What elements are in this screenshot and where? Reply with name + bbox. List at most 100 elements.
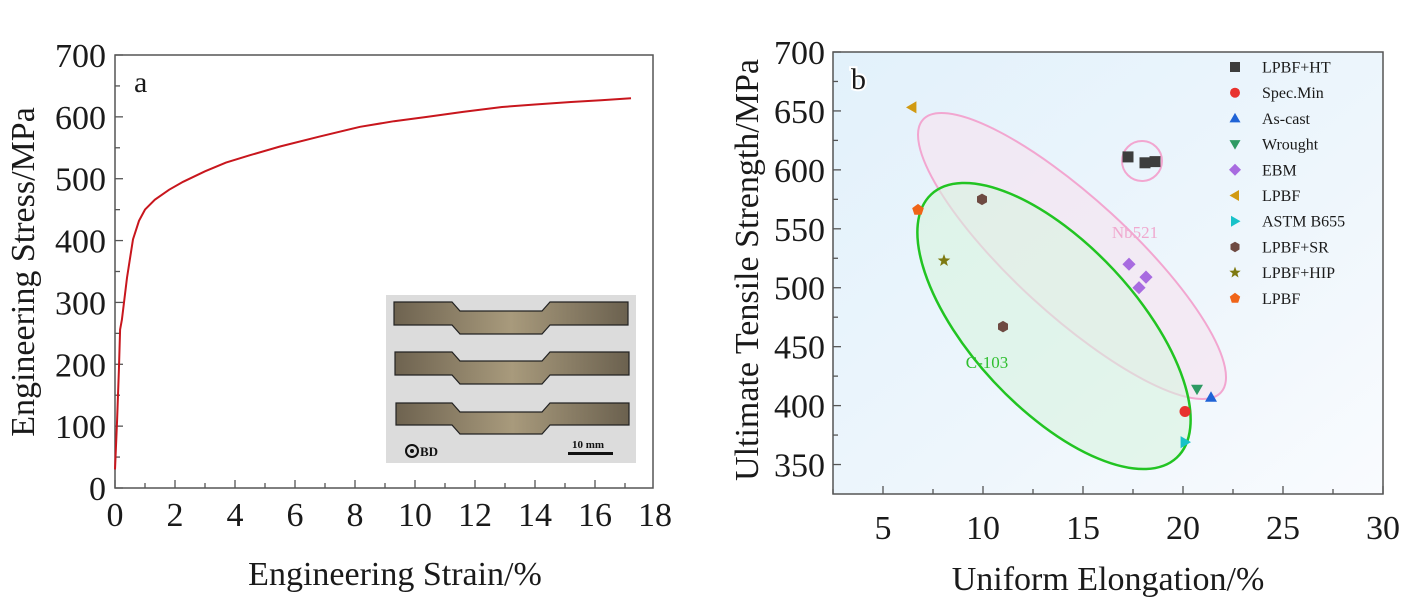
y-tick-label: 550 <box>774 212 825 249</box>
x-tick-label: 15 <box>1066 510 1100 547</box>
scatter-points <box>906 101 1217 449</box>
data-point <box>977 193 987 206</box>
legend-marker <box>1229 112 1241 123</box>
y-tick-label: 500 <box>55 162 106 199</box>
legend-label: LPBF+HIP <box>1262 265 1335 282</box>
data-point <box>1139 270 1153 284</box>
x-axis-title-a: Engineering Strain/% <box>248 556 542 593</box>
data-point <box>937 254 951 266</box>
tick-labels-a: 0 2 4 6 8 10 12 14 16 18 0 100 200 300 400 500 600 700 <box>55 38 672 534</box>
data-point <box>912 203 924 215</box>
y-tick-label: 200 <box>55 347 106 384</box>
panel-label-a: a <box>134 66 147 99</box>
legend-item: LPBF+HIP <box>1229 265 1335 282</box>
x-tick-label: 14 <box>518 497 552 534</box>
specimen <box>393 301 629 335</box>
x-tick-label: 0 <box>107 497 124 534</box>
legend-marker <box>1230 62 1240 72</box>
legend-item: LPBF+SR <box>1230 239 1329 256</box>
scale-bar <box>568 452 613 455</box>
legend-marker <box>1229 190 1239 201</box>
data-point <box>1132 281 1146 295</box>
specimen-photo-inset: BD 10 mm <box>386 295 636 463</box>
y-tick-label: 600 <box>774 153 825 190</box>
x-tick-label: 6 <box>287 497 304 534</box>
x-tick-label: 25 <box>1266 510 1300 547</box>
legend-label: ASTM B655 <box>1262 214 1345 231</box>
legend-item: As-cast <box>1229 111 1311 128</box>
x-tick-label: 18 <box>638 497 672 534</box>
panel-b: 5 10 15 20 25 30 350 400 450 500 550 600 650 700 Nb52… <box>729 35 1400 598</box>
build-direction-icon <box>405 444 419 458</box>
scale-bar-label: 10 mm <box>572 439 604 451</box>
y-axis-title-a: Engineering Stress/MPa <box>5 107 42 437</box>
y-tick-label: 650 <box>774 94 825 131</box>
tick-labels-b: 5 10 15 20 25 30 350 400 450 500 550 600 650 700 <box>774 35 1400 547</box>
region-labels: Nb521 C-103 <box>966 223 1158 372</box>
data-point <box>1122 257 1136 271</box>
y-tick-label: 300 <box>55 285 106 322</box>
legend-marker <box>1230 241 1240 253</box>
legend-marker <box>1229 292 1241 303</box>
legend-marker <box>1229 140 1241 150</box>
legend-item: LPBF <box>1229 291 1300 308</box>
region-label: Nb521 <box>1112 223 1158 242</box>
legend: LPBF+HT Spec.Min As-cast Wrought EBM LPBF ASTM… <box>1229 60 1345 308</box>
data-point <box>998 320 1008 333</box>
specimen <box>394 351 630 385</box>
y-tick-label: 500 <box>774 271 825 308</box>
data-point <box>1180 436 1191 449</box>
data-point <box>1205 391 1217 402</box>
x-tick-label: 5 <box>875 510 892 547</box>
x-tick-label: 16 <box>578 497 612 534</box>
y-tick-label: 100 <box>55 409 106 446</box>
legend-label: Wrought <box>1262 137 1319 154</box>
nb521-ht-region-circle <box>1121 140 1163 182</box>
legend-item: LPBF <box>1229 188 1300 205</box>
x-tick-label: 8 <box>347 497 364 534</box>
legend-item: EBM <box>1229 162 1297 179</box>
legend-label: LPBF <box>1262 188 1300 205</box>
legend-label: As-cast <box>1262 111 1311 128</box>
legend-label: LPBF+HT <box>1262 60 1331 77</box>
legend-label: EBM <box>1262 162 1297 179</box>
legend-marker <box>1230 87 1240 98</box>
region-label: C-103 <box>966 353 1009 372</box>
y-tick-label: 350 <box>774 448 825 485</box>
x-tick-label: 30 <box>1366 510 1400 547</box>
c103-region-ellipse <box>916 181 1192 471</box>
legend-marker <box>1229 163 1241 176</box>
specimen <box>395 402 630 435</box>
y-tick-label: 400 <box>774 389 825 426</box>
x-tick-label: 20 <box>1166 510 1200 547</box>
legend-item: Wrought <box>1229 137 1319 154</box>
legend-marker <box>1229 266 1241 278</box>
x-tick-label: 4 <box>227 497 244 534</box>
x-tick-label: 2 <box>167 497 184 534</box>
data-point <box>1122 151 1134 163</box>
y-tick-label: 400 <box>55 224 106 261</box>
legend-marker <box>1231 215 1241 227</box>
legend-label: Spec.Min <box>1262 85 1324 102</box>
legend-item: ASTM B655 <box>1231 214 1345 231</box>
y-tick-label: 700 <box>774 35 825 72</box>
x-tick-label: 10 <box>398 497 432 534</box>
panel-label-b: b <box>851 63 866 96</box>
data-point <box>1191 384 1203 396</box>
x-axis-title-b: Uniform Elongation/% <box>952 561 1265 598</box>
x-tick-label: 12 <box>458 497 492 534</box>
legend-label: LPBF <box>1262 291 1300 308</box>
build-direction-label: BD <box>420 444 438 459</box>
stress-strain-curve <box>114 97 632 470</box>
data-point <box>906 101 917 114</box>
data-point <box>1139 157 1151 169</box>
y-tick-label: 600 <box>55 100 106 137</box>
legend-label: LPBF+SR <box>1262 239 1329 256</box>
y-tick-label: 700 <box>55 38 106 75</box>
data-point <box>1149 156 1161 168</box>
y-tick-label: 450 <box>774 330 825 367</box>
axis-ticks-b <box>832 51 1384 494</box>
y-axis-title-b: Ultimate Tensile Strength/MPa <box>729 59 766 481</box>
